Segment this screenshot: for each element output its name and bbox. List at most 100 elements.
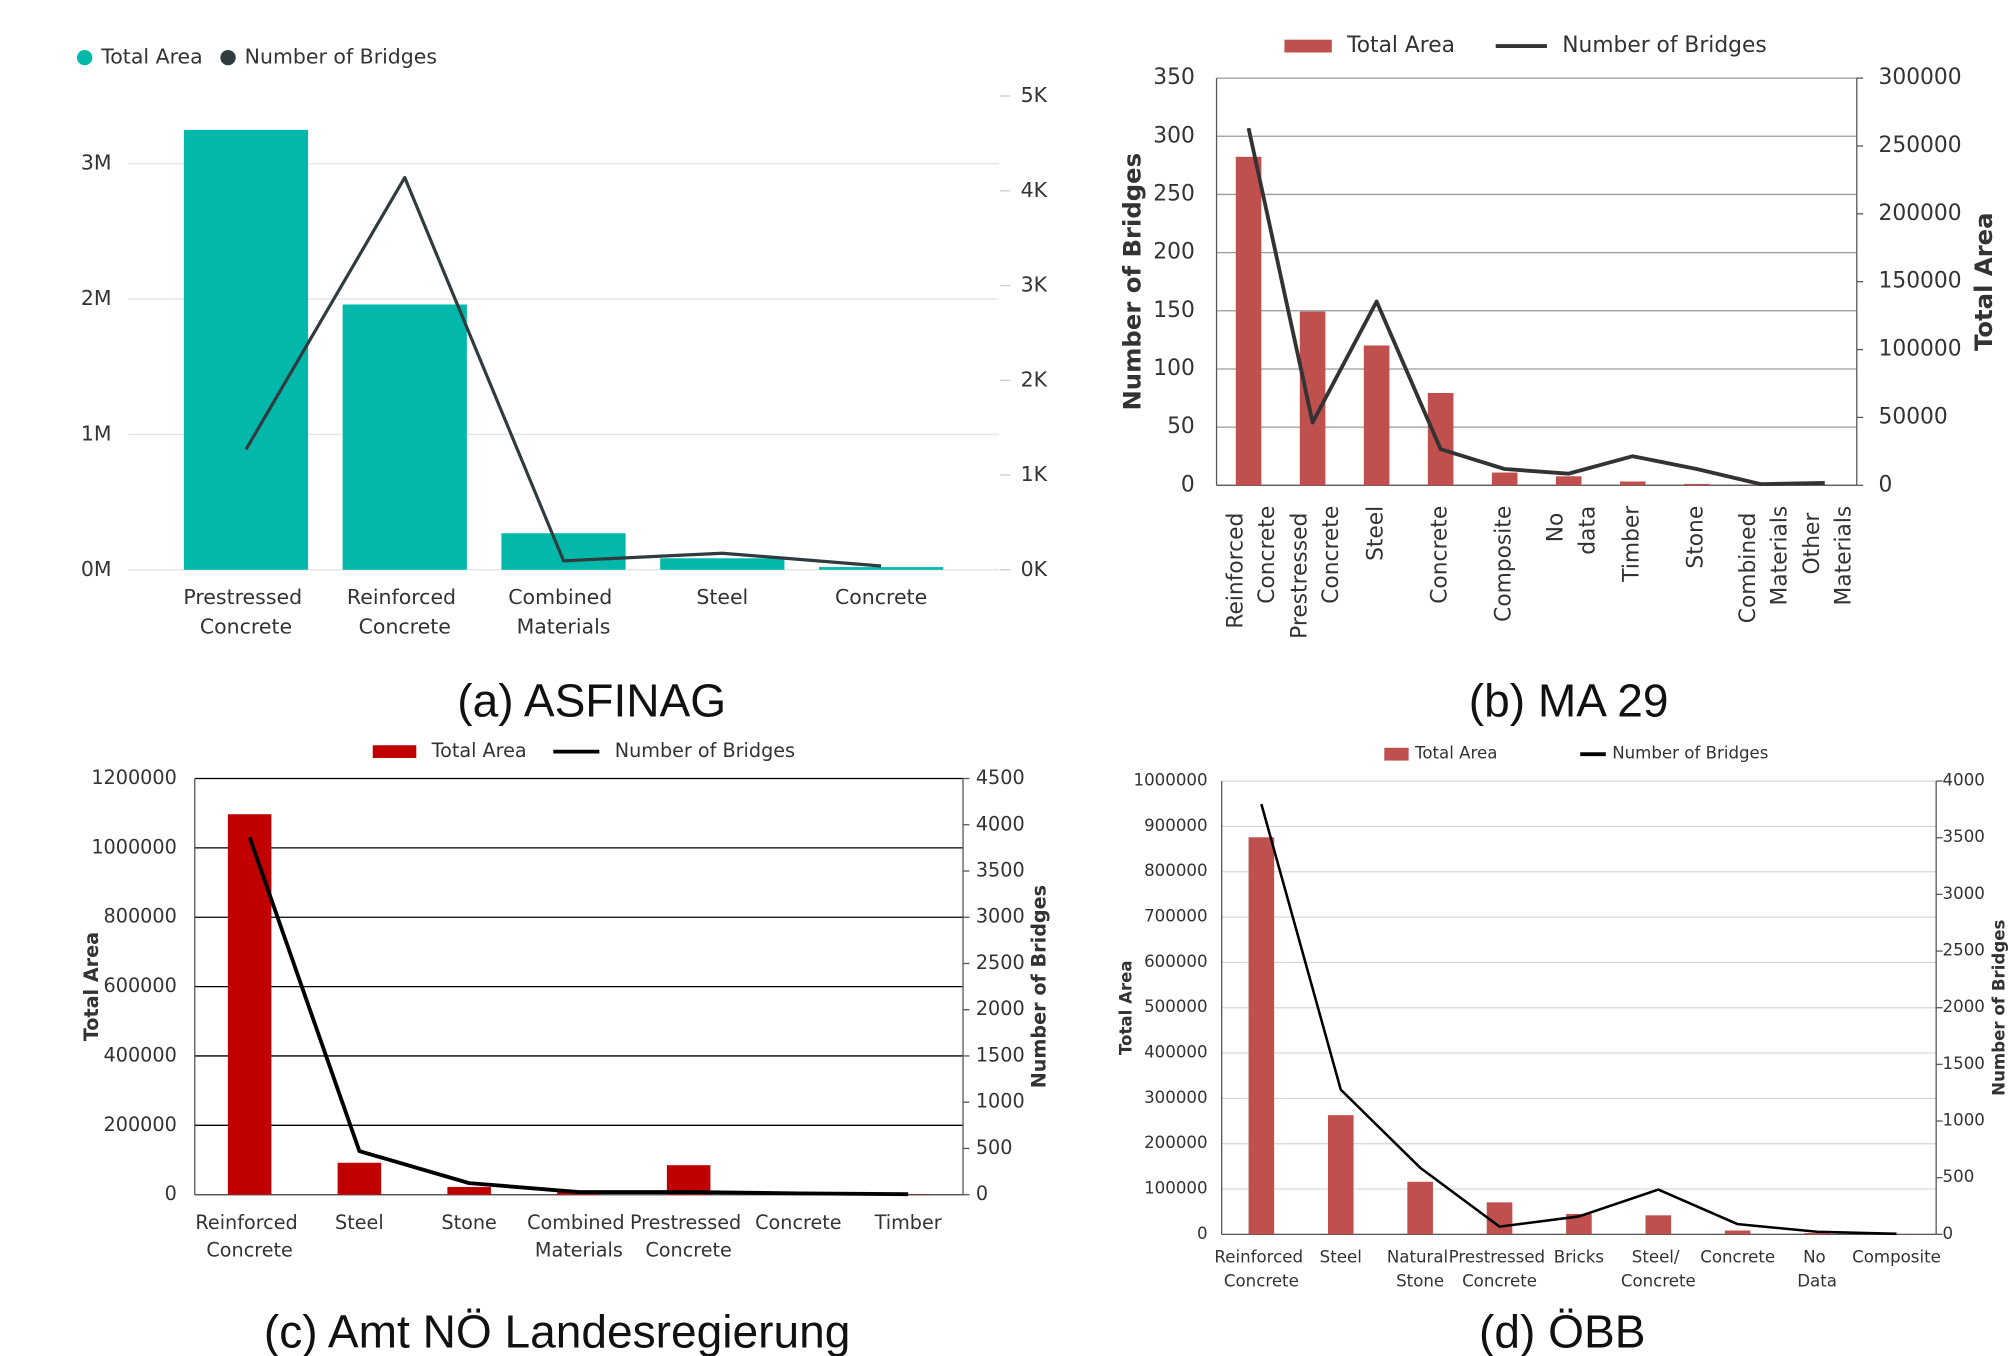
y2-tick-label: 150000 bbox=[1879, 269, 1962, 294]
bar bbox=[660, 558, 785, 570]
legend-label: Total Area bbox=[1414, 744, 1497, 763]
legend-marker bbox=[1384, 747, 1409, 761]
x-tick-label: Stone bbox=[1684, 506, 1709, 569]
y2-tick-label: 4000 bbox=[976, 812, 1025, 835]
y-tick-label: 350 bbox=[1153, 65, 1195, 90]
y2-tick-label: 0 bbox=[1879, 472, 1893, 497]
x-tick-label: Composite bbox=[1492, 506, 1517, 622]
caption: (b) MA 29 bbox=[1469, 674, 1669, 726]
x-tick-label: No data bbox=[1544, 506, 1601, 555]
y2-tick-label: 4000 bbox=[1943, 771, 1985, 790]
caption: (d) ÖBB bbox=[1479, 1306, 1645, 1356]
legend-marker bbox=[76, 49, 93, 66]
x-tick-label: Prestressed Concrete bbox=[1288, 506, 1345, 639]
x-tick-label: Concrete bbox=[1700, 1247, 1775, 1266]
y2-tick-label: 3500 bbox=[976, 858, 1025, 881]
line bbox=[1246, 127, 1825, 487]
bar bbox=[447, 1187, 491, 1195]
bar bbox=[1235, 156, 1262, 486]
y2-axis-title: Number of Bridges bbox=[1990, 920, 2008, 1096]
caption: (c) Amt NÖ Landesregierung bbox=[264, 1306, 850, 1356]
bar bbox=[227, 814, 272, 1195]
x-tick-label: Reinforced Concrete bbox=[1224, 506, 1281, 629]
y-tick-label: 100 bbox=[1153, 356, 1195, 381]
x-tick-label: Prestressed Concrete bbox=[630, 1210, 747, 1261]
bar bbox=[1486, 1202, 1513, 1235]
y2-tick-label: 1500 bbox=[976, 1043, 1025, 1066]
y-axis-title: Total Area bbox=[80, 932, 103, 1041]
bar bbox=[501, 533, 626, 570]
bar bbox=[666, 1165, 711, 1195]
y2-tick-label: 200000 bbox=[1879, 201, 1962, 226]
bar bbox=[1724, 1230, 1751, 1235]
x-tick-label: Combined Materials bbox=[527, 1210, 631, 1261]
y-axis-title: Total Area bbox=[1116, 960, 1135, 1055]
x-tick-label: Steel bbox=[335, 1210, 384, 1233]
x-tick-label: Composite bbox=[1852, 1247, 1941, 1266]
y-tick-label: 2M bbox=[81, 286, 112, 310]
legend-label: Total Area bbox=[431, 739, 527, 762]
chart: 0 50 100 150 200 250 300 350 0 50000 100000 150000 2… bbox=[1117, 33, 1998, 726]
y-tick-label: 0 bbox=[1197, 1224, 1208, 1243]
bar bbox=[1327, 1115, 1354, 1235]
bar bbox=[1248, 837, 1275, 1235]
y-tick-label: 700000 bbox=[1144, 907, 1207, 926]
y2-tick-label: 0 bbox=[976, 1182, 988, 1205]
bar bbox=[342, 304, 467, 570]
y2-tick-label: 2K bbox=[1021, 367, 1048, 391]
bar bbox=[1491, 472, 1518, 486]
bar bbox=[337, 1162, 382, 1195]
y-tick-label: 1000000 bbox=[91, 835, 176, 858]
y2-tick-label: 1000 bbox=[976, 1090, 1025, 1113]
y2-tick-label: 300000 bbox=[1879, 65, 1962, 90]
x-tick-label: Prestressed Concrete bbox=[183, 585, 308, 639]
legend-label: Number of Bridges bbox=[1612, 744, 1768, 763]
y2-tick-label: 1K bbox=[1021, 462, 1048, 486]
y2-tick-label: 0K bbox=[1021, 557, 1048, 581]
legend-marker bbox=[220, 49, 236, 66]
y2-axis-title: Total Area bbox=[1969, 212, 1998, 351]
y2-tick-label: 4500 bbox=[976, 766, 1025, 789]
y-tick-label: 200 bbox=[1153, 240, 1195, 265]
x-tick-label: Reinforced Concrete bbox=[347, 585, 463, 639]
y2-tick-label: 500 bbox=[976, 1136, 1013, 1159]
x-tick-label: No Data bbox=[1797, 1247, 1837, 1290]
y-tick-label: 900000 bbox=[1144, 816, 1207, 835]
y-axis-title: Number of Bridges bbox=[1117, 153, 1146, 411]
x-tick-label: Timber bbox=[874, 1210, 942, 1233]
y-tick-label: 400000 bbox=[104, 1043, 177, 1066]
bar bbox=[1363, 345, 1390, 486]
legend-label: Total Area bbox=[100, 45, 202, 69]
y-tick-label: 150 bbox=[1153, 298, 1195, 323]
x-tick-label: Reinforced Concrete bbox=[195, 1210, 303, 1261]
y-tick-label: 100000 bbox=[1144, 1179, 1207, 1198]
y2-tick-label: 0 bbox=[1943, 1224, 1954, 1243]
bar bbox=[183, 129, 309, 570]
y2-tick-label: 4K bbox=[1021, 178, 1048, 202]
y2-tick-label: 3000 bbox=[1943, 884, 1985, 903]
y-tick-label: 300 bbox=[1153, 123, 1195, 148]
bar bbox=[1299, 311, 1326, 486]
x-tick-label: Steel bbox=[696, 585, 748, 609]
chart: 0 100000 200000 300000 400000 500000 600000 700… bbox=[1116, 744, 2008, 1356]
y-tick-label: 3M bbox=[81, 151, 112, 175]
x-tick-label: Combined Materials bbox=[508, 585, 619, 639]
y2-tick-label: 3000 bbox=[976, 905, 1025, 928]
x-tick-label: Reinforced Concrete bbox=[1214, 1247, 1308, 1290]
y-tick-label: 0M bbox=[81, 557, 112, 581]
y2-tick-label: 500 bbox=[1943, 1167, 1975, 1186]
x-tick-label: Prestressed Concrete bbox=[1449, 1247, 1551, 1290]
legend-marker bbox=[372, 745, 417, 759]
bar bbox=[1555, 476, 1582, 486]
x-tick-label: Other Materials bbox=[1800, 506, 1857, 606]
bar bbox=[1619, 481, 1646, 486]
y2-tick-label: 2000 bbox=[1943, 997, 1985, 1016]
legend-label: Total Area bbox=[1346, 33, 1455, 58]
y-tick-label: 200000 bbox=[104, 1113, 177, 1136]
x-tick-label: Steel bbox=[1320, 1247, 1362, 1266]
y-tick-label: 1M bbox=[81, 421, 112, 445]
line bbox=[1260, 803, 1897, 1236]
y2-tick-label: 1500 bbox=[1943, 1054, 1985, 1073]
